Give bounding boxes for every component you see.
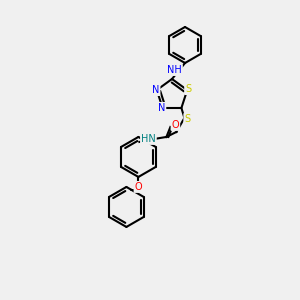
Text: S: S [185, 84, 191, 94]
Text: HN: HN [141, 134, 156, 144]
Text: N: N [158, 103, 165, 113]
Text: O: O [172, 120, 179, 130]
Text: S: S [184, 114, 190, 124]
Text: N: N [152, 85, 160, 95]
Text: NH: NH [167, 65, 182, 75]
Text: O: O [135, 182, 142, 192]
